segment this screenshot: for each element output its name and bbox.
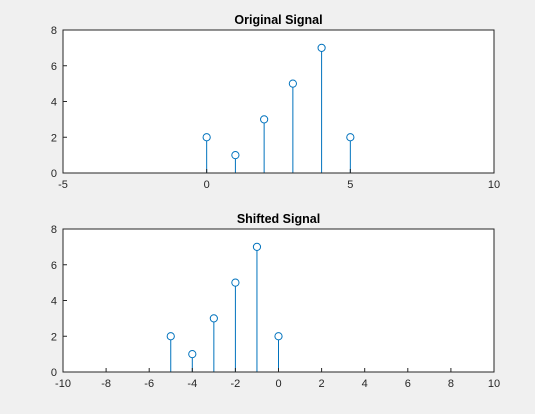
stem-marker (288, 79, 297, 88)
y-tick-label: 2 (51, 132, 57, 144)
x-tick-label: 6 (405, 378, 411, 390)
stem-marker (317, 43, 326, 52)
axes-box (62, 228, 495, 373)
stem-marker (260, 115, 269, 124)
y-tick-label: 2 (51, 331, 57, 343)
x-tick-label: -8 (101, 378, 111, 390)
y-tick-label: 4 (51, 296, 57, 308)
chart-title: Original Signal (234, 13, 322, 27)
stem-marker (346, 133, 355, 142)
x-tick-label: 10 (488, 179, 500, 191)
x-tick-label: 0 (275, 378, 281, 390)
stem-marker (231, 151, 240, 160)
x-tick-label: -4 (187, 378, 197, 390)
x-tick-label: 4 (362, 378, 368, 390)
chart-title: Shifted Signal (237, 212, 320, 226)
x-tick-label: -6 (144, 378, 154, 390)
x-tick-label: 5 (347, 179, 353, 191)
y-tick-label: 6 (51, 260, 57, 272)
stem-marker (188, 350, 197, 359)
x-tick-label: -5 (58, 179, 68, 191)
stem-marker (166, 332, 175, 341)
stem-marker (202, 133, 211, 142)
axes-box (62, 29, 495, 174)
y-tick-label: 0 (51, 168, 57, 180)
stem-marker (209, 314, 218, 323)
axes-shifted-signal: Shifted Signal -10 -8 -6 -4 -2 0 2 4 6 8 10 0 2 4 6 8 (51, 212, 500, 390)
y-tick-label: 8 (51, 25, 57, 37)
x-tick-label: -10 (55, 378, 71, 390)
y-tick-label: 6 (51, 61, 57, 73)
stems (202, 43, 355, 173)
plot-area (63, 30, 494, 173)
x-tick-label: 8 (448, 378, 454, 390)
x-ticks: -10 -8 -6 -4 -2 0 2 4 6 8 10 (55, 368, 500, 390)
x-tick-label: 10 (488, 378, 500, 390)
stem-marker (252, 242, 262, 251)
y-tick-label: 4 (51, 97, 57, 109)
stem-marker (231, 278, 240, 287)
stems (166, 242, 283, 372)
x-tick-label: 0 (204, 179, 210, 191)
stem-marker (274, 332, 283, 341)
x-tick-label: 2 (319, 378, 325, 390)
y-tick-label: 0 (51, 367, 57, 379)
x-tick-label: -2 (231, 378, 241, 390)
y-tick-label: 8 (51, 224, 57, 236)
